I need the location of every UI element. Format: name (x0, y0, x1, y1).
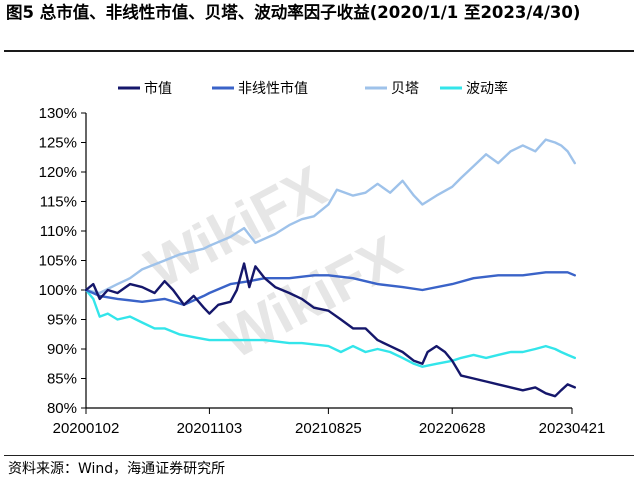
y-tick-label: 120% (39, 164, 77, 181)
series-line-2 (84, 138, 576, 295)
title-divider (4, 50, 634, 52)
x-tick-label: 20201103 (177, 420, 243, 437)
y-tick-label: 85% (47, 371, 77, 388)
y-tick-label: 100% (39, 282, 77, 299)
source-divider (4, 455, 634, 456)
legend-label-3: 波动率 (466, 80, 508, 97)
y-tick-label: 130% (39, 105, 77, 122)
source-note: 资料来源：Wind，海通证券研究所 (8, 461, 226, 477)
chart-series (84, 138, 576, 398)
series-line-3 (84, 288, 576, 368)
y-tick-label: 115% (40, 194, 77, 211)
y-tick-label: 80% (47, 400, 77, 417)
y-tick-label: 105% (39, 253, 77, 270)
x-tick-label: 20230421 (539, 420, 606, 437)
legend-label-1: 非线性市值 (238, 80, 308, 97)
series-line-0 (84, 262, 576, 398)
x-tick-label: 20200102 (53, 420, 120, 437)
legend-label-2: 贝塔 (391, 81, 419, 97)
chart-legend: 市值 非线性市值 贝塔 波动率 (118, 80, 508, 97)
legend-label-0: 市值 (144, 80, 172, 97)
chart-axes: 80% 85% 90% 95% 100% 105% 110% 115% 120% 125% 130%… (39, 105, 606, 437)
x-tick-label: 20220628 (419, 420, 486, 437)
y-tick-label: 95% (47, 312, 77, 329)
chart-title: 图5 总市值、非线性市值、贝塔、波动率因子收益(2020/1/1 至2023/4… (6, 3, 581, 22)
series-line-1 (84, 271, 576, 306)
y-tick-label: 90% (47, 341, 77, 358)
y-tick-label: 125% (39, 135, 77, 152)
x-tick-label: 20210825 (295, 420, 362, 437)
y-tick-label: 110% (40, 223, 77, 240)
